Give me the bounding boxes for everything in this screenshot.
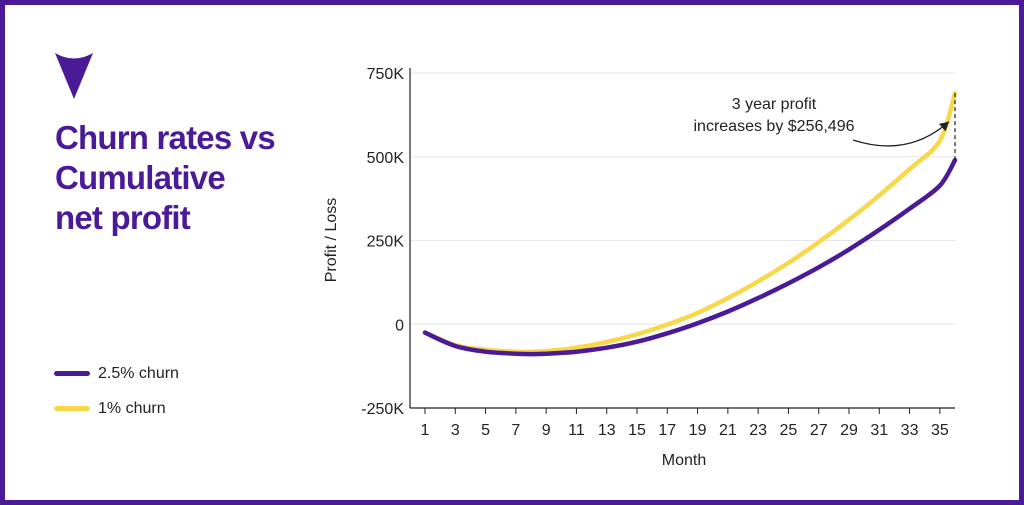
- annotation-text-line: 3 year profit: [732, 96, 817, 113]
- x-tick-label: 21: [719, 422, 737, 439]
- annotation-arrowhead: [938, 121, 949, 132]
- x-tick-label: 1: [421, 422, 430, 439]
- x-tick-label: 17: [658, 422, 676, 439]
- grid-layer: [410, 72, 955, 325]
- legend-swatch-2-5-churn: [54, 371, 90, 376]
- series-line-1-churn: [422, 90, 958, 355]
- y-axis-label: Profit / Loss: [323, 198, 340, 282]
- page-title: Churn rates vs Cumulative net profit: [55, 118, 335, 238]
- x-tick-label: 9: [542, 422, 551, 439]
- title-line-3: net profit: [55, 199, 191, 236]
- legend-swatch-1-churn: [54, 406, 90, 411]
- annotation-layer: 3 year profit increases by $256,496: [694, 93, 956, 161]
- legend-item-2-5-churn: 2.5% churn: [54, 356, 179, 391]
- annotation-text-line: increases by $256,496: [694, 118, 855, 135]
- x-axis-label: Month: [662, 452, 706, 469]
- x-tick-label: 33: [901, 422, 919, 439]
- x-tick-label: 11: [568, 422, 585, 439]
- y-tick-label: 500K: [367, 150, 405, 167]
- y-tick-label: -250K: [361, 401, 404, 418]
- x-tick-label: 3: [451, 422, 460, 439]
- series-line-2-5-churn: [422, 157, 958, 357]
- annotation-arrow-line: [852, 121, 950, 147]
- x-tick-label: 35: [931, 422, 949, 439]
- x-tick-label: 29: [840, 422, 858, 439]
- x-tick-label: 25: [780, 422, 798, 439]
- title-line-1: Churn rates vs: [55, 119, 276, 156]
- y-tick-label: 250K: [367, 234, 405, 251]
- x-tick-label: 23: [749, 422, 767, 439]
- legend-label: 1% churn: [98, 399, 166, 417]
- series-layer: [422, 90, 958, 357]
- x-tick-label: 15: [628, 422, 646, 439]
- y-tick-label: 0: [395, 317, 404, 334]
- x-tick-label: 5: [481, 422, 490, 439]
- title-line-2: Cumulative: [55, 159, 226, 196]
- y-tick-label: 750K: [367, 66, 405, 83]
- legend-label: 2.5% churn: [98, 364, 179, 382]
- x-tick-label: 13: [598, 422, 616, 439]
- x-tick-label: 19: [689, 422, 707, 439]
- legend-item-1-churn: 1% churn: [54, 391, 179, 426]
- x-tick-label: 31: [870, 422, 888, 439]
- chart-legend: 2.5% churn 1% churn: [54, 356, 179, 426]
- brand-triangle-icon: [55, 53, 93, 99]
- x-tick-label: 27: [810, 422, 828, 439]
- x-tick-label: 7: [511, 422, 520, 439]
